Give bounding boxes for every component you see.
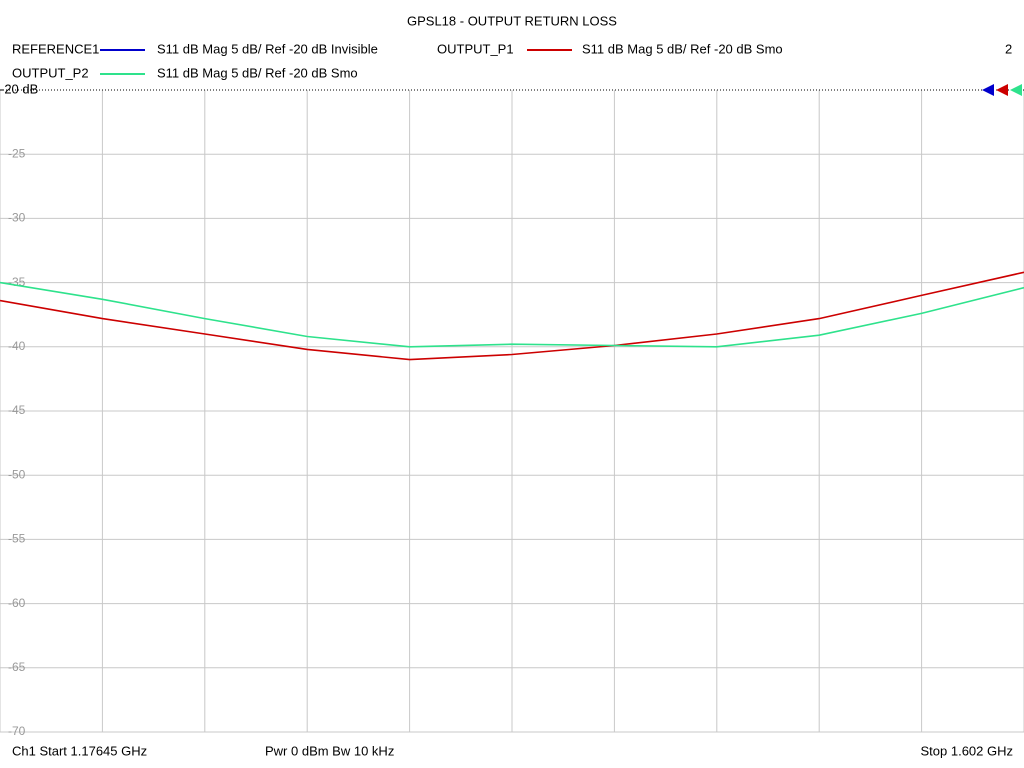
y-tick-label: -70 (8, 724, 26, 738)
legend-name: REFERENCE1 (12, 41, 99, 56)
trace-line (0, 281, 1024, 348)
trace-line (0, 271, 1024, 361)
y-tick-label: -65 (8, 660, 26, 674)
y-tick-label: -40 (8, 339, 26, 353)
y-tick-label: -25 (8, 146, 26, 160)
legend-description: S11 dB Mag 5 dB/ Ref -20 dB Smo (582, 41, 783, 56)
channel-count: 2 (1005, 41, 1012, 56)
y-tick-label: -50 (8, 467, 26, 481)
legend-name: OUTPUT_P2 (12, 65, 89, 80)
reference-marker (996, 84, 1008, 96)
y-tick-label: -30 (8, 211, 26, 225)
footer-start: Ch1 Start 1.17645 GHz (12, 743, 147, 758)
y-tick-label: -60 (8, 596, 26, 610)
y-tick-label: -20 dB (0, 81, 38, 96)
reference-marker (982, 84, 994, 96)
y-tick-label: -45 (8, 403, 26, 417)
legend-description: S11 dB Mag 5 dB/ Ref -20 dB Invisible (157, 41, 378, 56)
chart-title: GPSL18 - OUTPUT RETURN LOSS (407, 13, 617, 28)
footer-stop: Stop 1.602 GHz (921, 743, 1014, 758)
footer-power: Pwr 0 dBm Bw 10 kHz (265, 743, 394, 758)
y-tick-label: -55 (8, 532, 26, 546)
legend-name: OUTPUT_P1 (437, 41, 514, 56)
legend-description: S11 dB Mag 5 dB/ Ref -20 dB Smo (157, 65, 358, 80)
reference-marker (1010, 84, 1022, 96)
